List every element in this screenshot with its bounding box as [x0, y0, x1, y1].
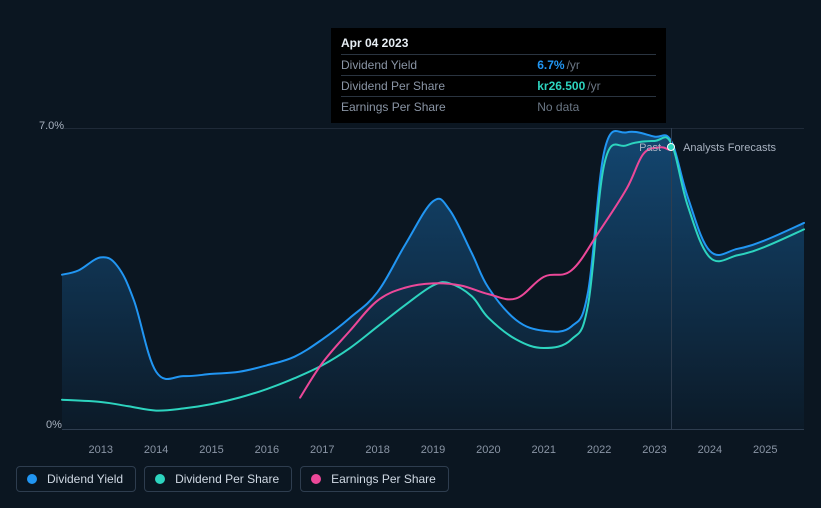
y-axis-label-max: 7.0%	[39, 120, 64, 132]
x-axis-tick: 2023	[642, 444, 666, 456]
legend-label: Dividend Yield	[47, 472, 123, 486]
x-axis-tick: 2025	[753, 444, 777, 456]
legend-label: Earnings Per Share	[331, 472, 436, 486]
tooltip-row-value: 6.7%/yr	[537, 55, 656, 76]
tooltip-row-value: No data	[537, 97, 656, 118]
forecast-divider	[671, 128, 672, 430]
tooltip-row-label: Earnings Per Share	[341, 97, 537, 118]
x-axis-tick: 2015	[199, 444, 223, 456]
x-axis-tick: 2024	[698, 444, 722, 456]
x-axis-tick: 2016	[255, 444, 279, 456]
legend-swatch-icon	[27, 474, 37, 484]
x-axis-tick: 2017	[310, 444, 334, 456]
tooltip-table: Dividend Yield 6.7%/yr Dividend Per Shar…	[341, 54, 656, 117]
forecast-label: Analysts Forecasts	[683, 142, 776, 154]
past-label: Past	[639, 142, 661, 154]
gridline-bottom	[62, 429, 804, 430]
x-axis-tick: 2019	[421, 444, 445, 456]
legend-item-earnings-per-share[interactable]: Earnings Per Share	[300, 466, 449, 492]
chart-legend: Dividend Yield Dividend Per Share Earnin…	[16, 466, 449, 492]
plot-area[interactable]	[62, 128, 804, 430]
x-axis-tick: 2022	[587, 444, 611, 456]
tooltip-row-label: Dividend Yield	[341, 55, 537, 76]
dividend-chart: Apr 04 2023 Dividend Yield 6.7%/yr Divid…	[16, 10, 806, 460]
legend-label: Dividend Per Share	[175, 472, 279, 486]
x-axis-tick: 2021	[531, 444, 555, 456]
legend-item-dividend-yield[interactable]: Dividend Yield	[16, 466, 136, 492]
tooltip-row-label: Dividend Per Share	[341, 76, 537, 97]
legend-swatch-icon	[155, 474, 165, 484]
tooltip-row-value: kr26.500/yr	[537, 76, 656, 97]
x-axis-tick: 2013	[89, 444, 113, 456]
tooltip-date: Apr 04 2023	[341, 36, 656, 54]
chart-svg	[62, 128, 804, 430]
legend-item-dividend-per-share[interactable]: Dividend Per Share	[144, 466, 292, 492]
x-axis-tick: 2018	[365, 444, 389, 456]
x-axis-tick: 2014	[144, 444, 168, 456]
x-axis-tick: 2020	[476, 444, 500, 456]
y-axis-label-min: 0%	[46, 419, 62, 431]
chart-tooltip: Apr 04 2023 Dividend Yield 6.7%/yr Divid…	[331, 28, 666, 123]
legend-swatch-icon	[311, 474, 321, 484]
gridline-top	[62, 128, 804, 129]
